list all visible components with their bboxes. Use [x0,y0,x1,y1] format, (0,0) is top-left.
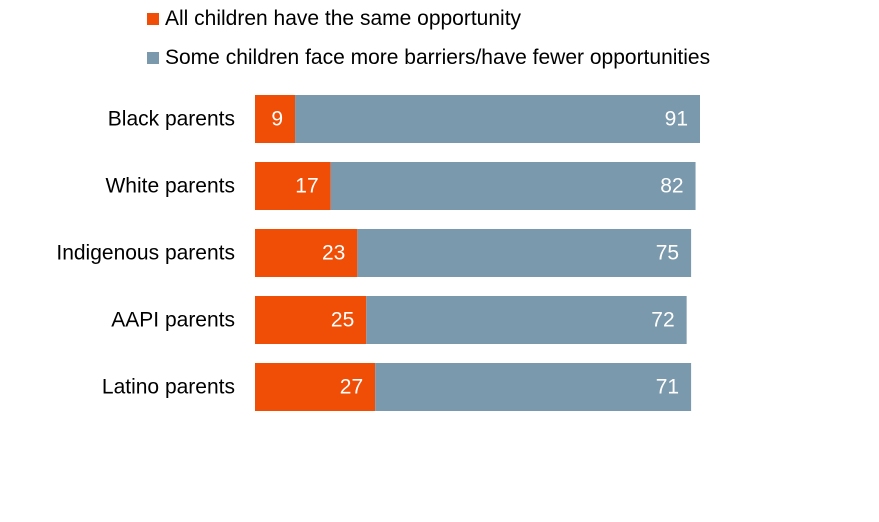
bar-same-opportunity-black-parents [255,95,296,143]
bar-more-barriers-latino-parents [375,363,692,411]
bar-same-opportunity-indigenous-parents [255,229,358,277]
data-label-more-barriers-aapi-parents: 72 [651,309,674,332]
bar-more-barriers-indigenous-parents [357,229,692,277]
bar-same-opportunity-white-parents [255,162,331,210]
data-label-same-opportunity-aapi-parents: 25 [331,309,354,332]
legend-label-same-opportunity: All children have the same opportunity [165,7,522,30]
category-label-white-parents: White parents [105,175,235,198]
data-label-same-opportunity-white-parents: 17 [295,175,318,198]
legend-swatch-more-barriers [147,52,159,64]
legend-label-more-barriers: Some children face more barriers/have fe… [165,46,711,69]
data-label-same-opportunity-indigenous-parents: 23 [322,242,345,265]
data-label-more-barriers-latino-parents: 71 [656,376,679,399]
data-label-more-barriers-indigenous-parents: 75 [656,242,679,265]
bar-same-opportunity-aapi-parents [255,296,367,344]
legend-item-more-barriers: Some children face more barriers/have fe… [147,45,710,71]
bar-more-barriers-black-parents [295,95,700,143]
category-label-indigenous-parents: Indigenous parents [56,242,235,265]
category-label-latino-parents: Latino parents [102,376,235,399]
bar-more-barriers-white-parents [330,162,696,210]
data-label-same-opportunity-black-parents: 9 [271,108,283,131]
data-label-more-barriers-white-parents: 82 [660,175,683,198]
data-label-more-barriers-black-parents: 91 [665,108,688,131]
bar-same-opportunity-latino-parents [255,363,376,411]
category-label-aapi-parents: AAPI parents [111,309,235,332]
category-label-black-parents: Black parents [108,108,235,131]
data-label-same-opportunity-latino-parents: 27 [340,376,363,399]
legend: All children have the same opportunity S… [147,6,710,84]
legend-swatch-same-opportunity [147,13,159,25]
legend-item-same-opportunity: All children have the same opportunity [147,6,710,32]
bar-more-barriers-aapi-parents [366,296,687,344]
